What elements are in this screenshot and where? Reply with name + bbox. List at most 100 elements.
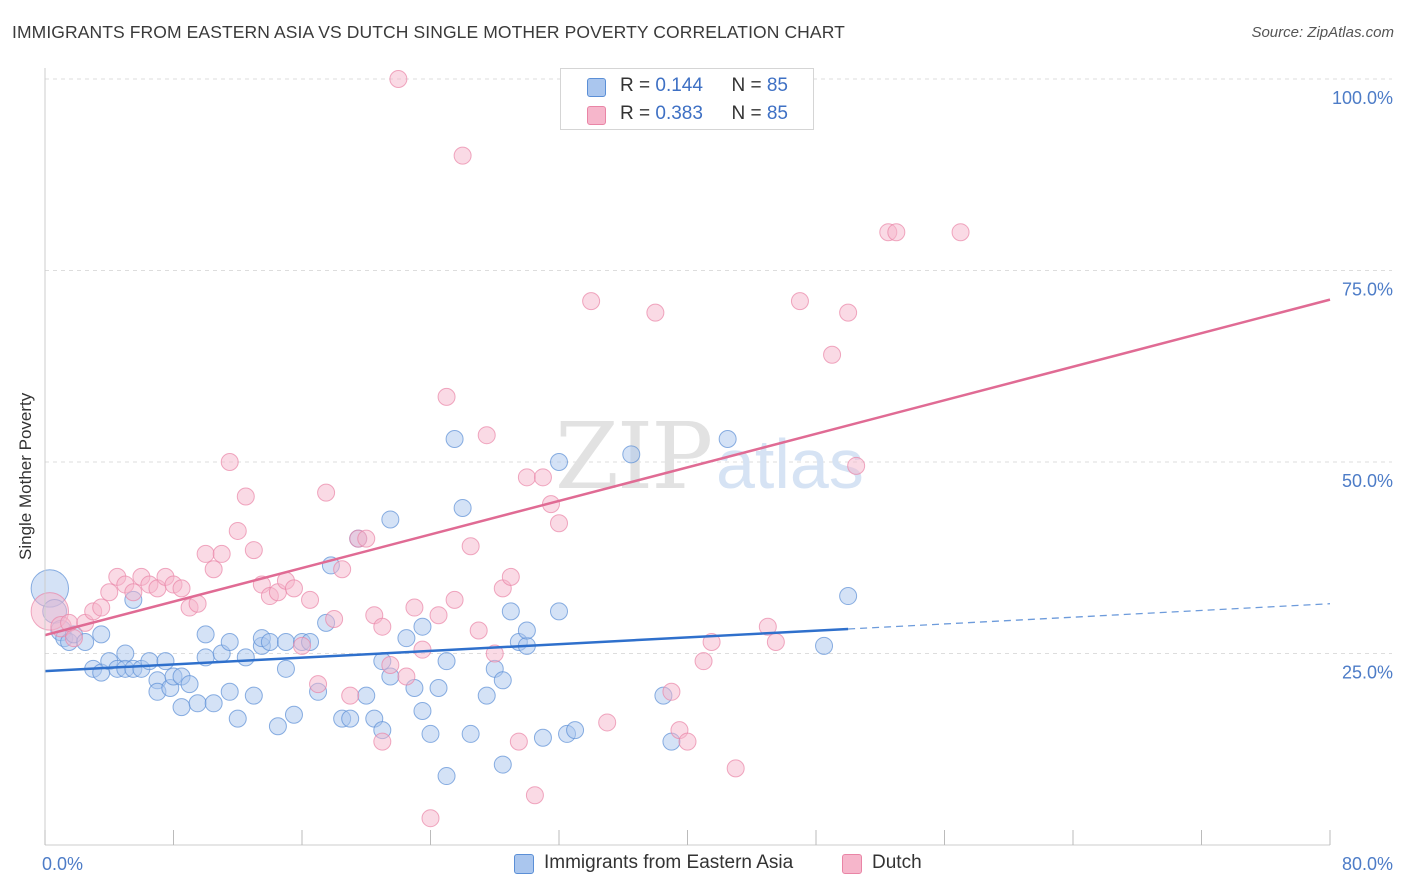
dutch-point (325, 610, 344, 629)
dutch-point (381, 655, 400, 674)
dutch-point (887, 223, 906, 242)
dutch-point (823, 345, 842, 364)
eastern-asia-point (437, 652, 456, 671)
eastern-asia-point (220, 682, 239, 701)
chart-title: IMMIGRANTS FROM EASTERN ASIA VS DUTCH SI… (12, 22, 845, 42)
legend-swatch-pink (587, 106, 606, 125)
dutch-point (293, 636, 311, 655)
eastern-asia-trend-line (44, 627, 849, 673)
x-tick-label: 0.0% (42, 854, 83, 874)
eastern-asia-point (550, 453, 568, 471)
dutch-point (333, 560, 352, 579)
eastern-asia-point (196, 625, 215, 644)
axis-layer: 25.0% 50.0% 75.0% 100.0% 0.0% 80.0% (42, 68, 1393, 874)
legend-label: Immigrants from Eastern Asia (544, 852, 794, 873)
eastern-asia-point (92, 625, 111, 644)
eastern-asia-point (357, 686, 376, 705)
dutch-point (204, 560, 223, 579)
eastern-asia-point (493, 671, 512, 690)
dutch-point (694, 652, 713, 671)
eastern-asia-trend-extension (848, 603, 1331, 630)
dutch-point (758, 617, 777, 636)
y-tick-label: 75.0% (1342, 280, 1393, 300)
eastern-asia-point (268, 717, 287, 736)
dutch-trend-line (44, 298, 1331, 637)
dutch-point (301, 590, 320, 609)
eastern-asia-point (493, 755, 512, 774)
eastern-asia-point (421, 724, 440, 743)
dutch-point (678, 732, 697, 751)
dutch-point (437, 387, 456, 406)
dutch-point (317, 483, 336, 502)
dutch-point (469, 621, 488, 640)
eastern-asia-point (204, 694, 223, 713)
dutch-point (533, 468, 552, 487)
series-legend: Immigrants from Eastern Asia Dutch (0, 852, 1406, 878)
r-label: R = (620, 103, 656, 124)
dutch-point (405, 598, 424, 617)
dutch-point (662, 682, 681, 701)
n-label: N = (731, 75, 767, 96)
dutch-point (445, 590, 464, 609)
watermark: ZIP atlas (555, 403, 864, 510)
dutch-point (389, 70, 408, 88)
eastern-asia-point (276, 659, 295, 678)
dutch-point (397, 667, 416, 686)
legend-label: Dutch (872, 852, 922, 873)
dutch-point (421, 809, 440, 828)
eastern-asia-point (477, 686, 496, 705)
legend-swatch-blue (587, 78, 606, 97)
dutch-point (461, 537, 480, 556)
legend-swatch-pink (842, 854, 862, 874)
dutch-point (726, 759, 745, 778)
n-label: N = (731, 103, 767, 124)
eastern-asia-point (284, 705, 303, 724)
eastern-asia-point (413, 701, 432, 720)
dutch-point (525, 786, 544, 805)
y-tick-label: 50.0% (1342, 471, 1393, 491)
n-value: 85 (766, 103, 788, 124)
dutch-point (64, 629, 83, 648)
eastern-asia-point (116, 644, 135, 663)
trend-layer (44, 298, 1331, 673)
eastern-asia-point (429, 678, 448, 697)
eastern-asia-point (501, 602, 520, 621)
dutch-point (509, 732, 528, 751)
dutch-point (236, 487, 255, 506)
eastern-asia-point (718, 430, 737, 449)
eastern-asia-point (260, 633, 279, 652)
dutch-point (839, 303, 858, 322)
eastern-asia-point (244, 686, 263, 705)
eastern-asia-point (188, 694, 207, 713)
r-value: 0.144 (655, 75, 703, 96)
eastern-asia-point (236, 648, 255, 667)
eastern-asia-point (461, 724, 480, 743)
dutch-point (582, 292, 601, 311)
eastern-asia-point (517, 621, 536, 640)
dutch-point (485, 644, 504, 663)
dutch-point (124, 583, 143, 602)
dutch-point (646, 303, 665, 322)
dutch-point (790, 292, 809, 311)
eastern-asia-point (228, 709, 247, 728)
correlation-legend: R = 0.144 N = 85 R = 0.383 N = 85 (560, 68, 814, 130)
n-value: 85 (766, 75, 788, 96)
y-tick-label: 25.0% (1342, 663, 1393, 683)
legend-swatch-blue (514, 854, 534, 874)
dutch-point (453, 146, 472, 165)
dutch-point (517, 468, 536, 487)
eastern-asia-point (437, 767, 456, 786)
dutch-point (501, 567, 520, 586)
eastern-asia-point (453, 498, 472, 517)
x-tick-label: 80.0% (1342, 854, 1393, 874)
eastern-asia-point (172, 698, 191, 717)
eastern-asia-point (397, 629, 416, 648)
r-label: R = (620, 75, 656, 96)
eastern-asia-point (276, 633, 295, 652)
eastern-asia-point (445, 430, 464, 449)
dutch-point (413, 640, 432, 659)
eastern-asia-point (220, 633, 239, 652)
eastern-asia-point (413, 617, 432, 636)
dutch-point (220, 453, 239, 471)
